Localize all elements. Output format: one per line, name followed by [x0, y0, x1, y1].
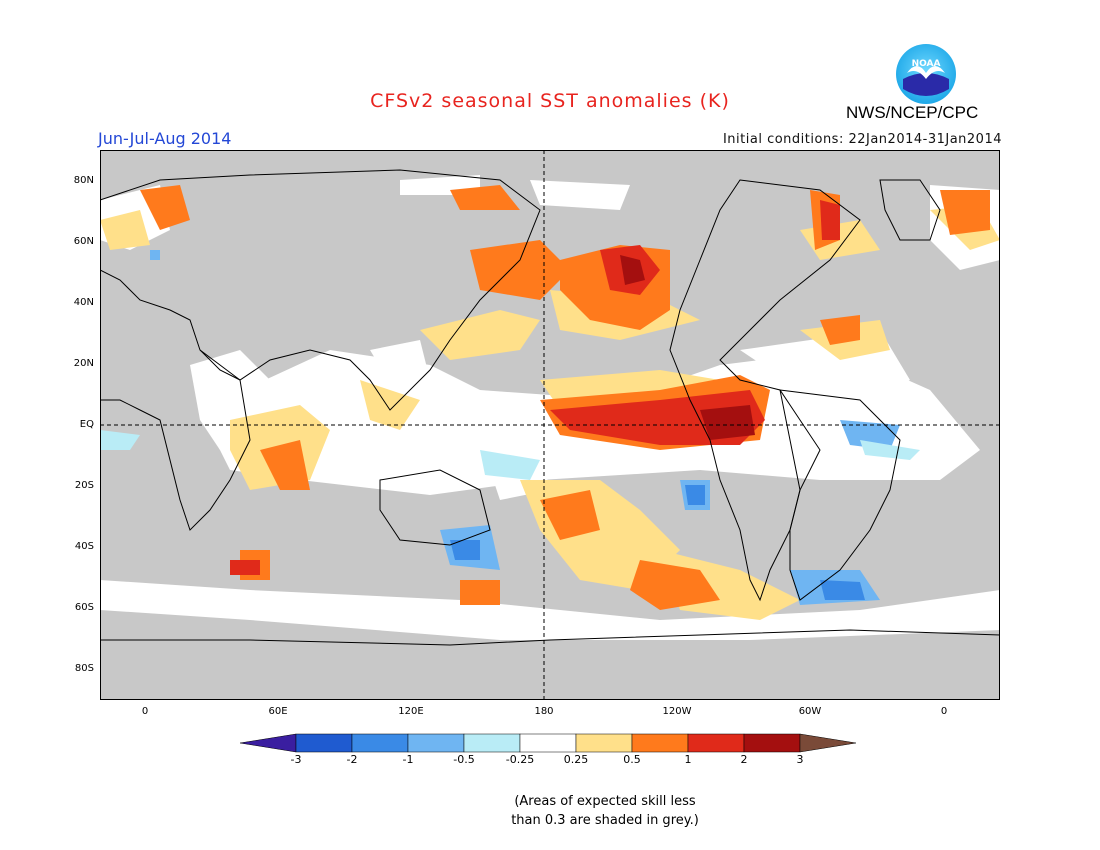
lon-label-120e: 120E [398, 706, 424, 717]
colorbar-segment [575, 733, 633, 753]
colorbar-segment [295, 733, 353, 753]
colorbar-segment [407, 733, 465, 753]
skill-note: (Areas of expected skill less than 0.3 a… [430, 792, 780, 830]
colorbar-segment [687, 733, 745, 753]
lat-label-80n: 80N [73, 175, 94, 186]
colorbar-label: -0.25 [505, 753, 535, 766]
lon-label-0: 0 [141, 706, 149, 717]
sst-anomaly-map [100, 150, 1000, 700]
lat-label-20n: 20N [73, 358, 94, 369]
colorbar-label: 3 [796, 753, 804, 766]
colorbar-arrow-low [240, 733, 297, 753]
lon-label-60e: 60E [268, 706, 288, 717]
colorbar-segment [743, 733, 801, 753]
anomaly-neg-1 [450, 485, 865, 600]
colorbar-arrow-high [799, 733, 857, 753]
colorbar-label: 1 [684, 753, 692, 766]
lon-label-120w: 120W [662, 706, 692, 717]
noaa-logo: NOAA [896, 44, 956, 104]
agency-label: NWS/NCEP/CPC [846, 103, 979, 122]
anomaly-2 [620, 255, 755, 440]
lat-label-80s: 80S [74, 663, 94, 674]
logo-text: NOAA [912, 59, 941, 69]
colorbar-segment [631, 733, 689, 753]
lat-label-40s: 40S [74, 541, 94, 552]
initial-conditions-label: Initial conditions: 22Jan2014-31Jan2014 [722, 132, 1002, 147]
anomaly-neg-0-25 [100, 430, 920, 480]
lat-label-60s: 60S [74, 602, 94, 613]
colorbar-label: -1 [402, 753, 414, 766]
lat-label-60n: 60N [73, 236, 94, 247]
skill-note-line1: (Areas of expected skill less [514, 794, 696, 809]
colorbar-segment [463, 733, 521, 753]
colorbar-label: 2 [740, 753, 748, 766]
lon-label-60w: 60W [798, 706, 822, 717]
lat-label-eq: EQ [79, 419, 94, 430]
colorbar-segment [351, 733, 409, 753]
colorbar-label: -3 [290, 753, 302, 766]
lat-label-20s: 20S [74, 480, 94, 491]
continent-outlines [100, 169, 1000, 646]
colorbar-segment [519, 733, 577, 753]
season-label: Jun-Jul-Aug 2014 [98, 129, 232, 148]
lon-label-180: 180 [534, 706, 554, 717]
colorbar-label: 0.5 [623, 753, 641, 766]
colorbar-label: 0.25 [563, 753, 589, 766]
colorbar-label: -0.5 [453, 753, 475, 766]
map-title: CFSv2 seasonal SST anomalies (K) [370, 90, 730, 112]
lat-label-40n: 40N [73, 297, 94, 308]
lon-label-0-right: 0 [940, 706, 948, 717]
colorbar-label: -2 [346, 753, 358, 766]
skill-note-line2: than 0.3 are shaded in grey.) [511, 813, 699, 828]
colorbar [240, 733, 857, 753]
